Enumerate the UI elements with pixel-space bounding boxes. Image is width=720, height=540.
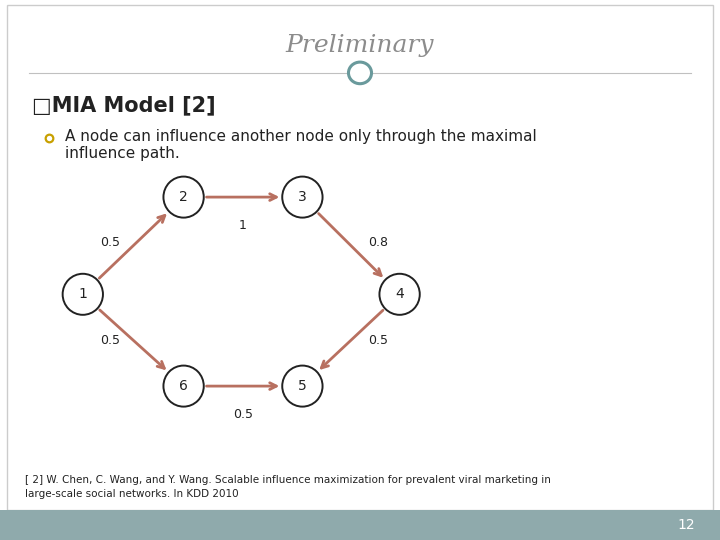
Text: 0.5: 0.5 xyxy=(100,334,120,347)
Ellipse shape xyxy=(163,177,204,218)
Text: 0.8: 0.8 xyxy=(369,237,388,249)
Ellipse shape xyxy=(379,274,420,315)
Text: influence path.: influence path. xyxy=(65,146,179,161)
Bar xyxy=(0,510,720,540)
Text: [ 2] W. Chen, C. Wang, and Y. Wang. Scalable influence maximization for prevalen: [ 2] W. Chen, C. Wang, and Y. Wang. Scal… xyxy=(25,475,551,499)
Text: 3: 3 xyxy=(298,190,307,204)
Text: 4: 4 xyxy=(395,287,404,301)
Text: 1: 1 xyxy=(239,219,247,232)
Text: 0.5: 0.5 xyxy=(369,334,388,347)
FancyBboxPatch shape xyxy=(7,5,713,510)
Text: 0.5: 0.5 xyxy=(100,237,120,249)
Text: Preliminary: Preliminary xyxy=(286,35,434,57)
Text: 5: 5 xyxy=(298,379,307,393)
Text: 2: 2 xyxy=(179,190,188,204)
Ellipse shape xyxy=(163,366,204,407)
Text: A node can influence another node only through the maximal: A node can influence another node only t… xyxy=(65,129,536,144)
Text: 1: 1 xyxy=(78,287,87,301)
Text: 12: 12 xyxy=(678,518,695,532)
Ellipse shape xyxy=(282,177,323,218)
Text: 6: 6 xyxy=(179,379,188,393)
Ellipse shape xyxy=(348,62,372,84)
Ellipse shape xyxy=(282,366,323,407)
Text: 0.5: 0.5 xyxy=(233,408,253,421)
Text: □MIA Model [2]: □MIA Model [2] xyxy=(32,95,216,116)
Ellipse shape xyxy=(63,274,103,315)
